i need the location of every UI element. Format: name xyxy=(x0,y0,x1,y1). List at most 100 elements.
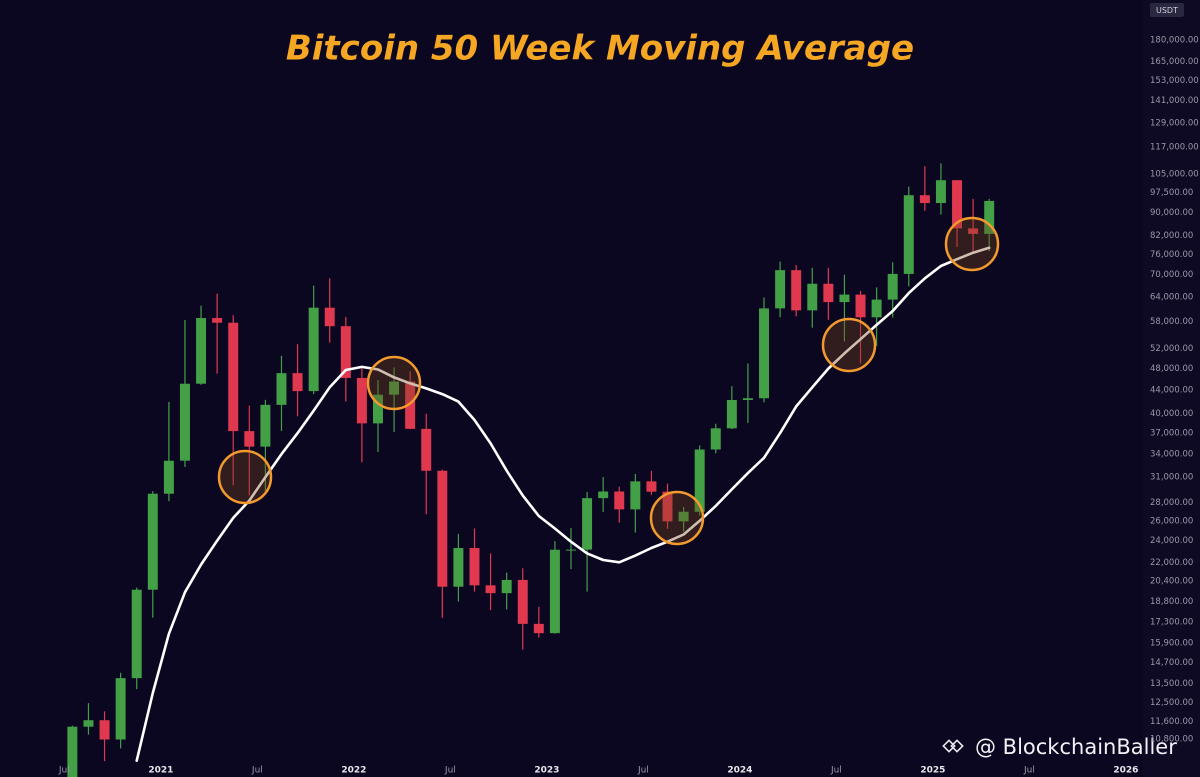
highlight-circle xyxy=(821,317,877,373)
candle-body xyxy=(147,493,158,590)
candle-body xyxy=(919,195,930,204)
price-axis-panel xyxy=(1143,0,1200,777)
y-tick-label: 141,000.00 xyxy=(1150,96,1199,106)
x-tick-label: Jul xyxy=(58,766,70,776)
candle-body xyxy=(83,720,94,727)
y-tick-label: 82,000.00 xyxy=(1150,231,1193,241)
candle-body xyxy=(855,294,866,318)
y-tick-label: 64,000.00 xyxy=(1150,292,1193,302)
candle-body xyxy=(871,299,882,318)
y-tick-label: 70,000.00 xyxy=(1150,270,1193,280)
y-tick-label: 44,000.00 xyxy=(1150,386,1193,396)
candle-body xyxy=(437,470,448,587)
y-tick-label: 13,500.00 xyxy=(1150,679,1193,689)
candle-body xyxy=(887,273,898,300)
y-tick-label: 52,000.00 xyxy=(1150,344,1193,354)
candle-body xyxy=(775,270,786,309)
x-tick-label: Jul xyxy=(830,766,842,776)
candle-body xyxy=(549,549,560,634)
candle-body xyxy=(678,511,689,522)
candle-body xyxy=(710,428,721,450)
x-tick-label: 2021 xyxy=(148,766,173,776)
x-tick-label: Jul xyxy=(637,766,649,776)
candle-body xyxy=(131,589,142,679)
y-tick-label: 15,900.00 xyxy=(1150,638,1193,648)
candle-body xyxy=(823,283,834,303)
highlight-circle xyxy=(649,490,705,546)
candle-body xyxy=(405,381,416,429)
x-tick-label: 2026 xyxy=(1113,766,1138,776)
y-tick-label: 58,000.00 xyxy=(1150,317,1193,327)
chart-title: Bitcoin 50 Week Moving Average xyxy=(286,29,914,69)
y-tick-label: 28,000.00 xyxy=(1150,498,1193,508)
y-tick-label: 10,800.00 xyxy=(1150,735,1193,745)
y-tick-label: 97,500.00 xyxy=(1150,188,1193,198)
y-tick-label: 153,000.00 xyxy=(1150,76,1199,86)
candle-body xyxy=(292,373,303,392)
y-tick-label: 37,000.00 xyxy=(1150,429,1193,439)
watermark: @ BlockchainBaller xyxy=(975,735,1177,759)
y-tick-label: 48,000.00 xyxy=(1150,364,1193,374)
candle-body xyxy=(646,481,657,492)
candle-body xyxy=(807,283,818,311)
candle-body xyxy=(533,623,544,634)
candle-body xyxy=(903,195,914,274)
candle-body xyxy=(742,398,753,400)
y-tick-label: 165,000.00 xyxy=(1150,57,1199,67)
candle-body xyxy=(324,307,335,327)
candle-body xyxy=(212,318,223,323)
moving-average-line xyxy=(135,246,991,762)
y-tick-label: 117,000.00 xyxy=(1150,143,1199,153)
x-tick-label: 2024 xyxy=(727,766,752,776)
candle-body xyxy=(308,307,319,392)
candle-body xyxy=(839,294,850,303)
y-tick-label: 40,000.00 xyxy=(1150,409,1193,419)
y-tick-label: 26,000.00 xyxy=(1150,516,1193,526)
y-tick-label: 18,800.00 xyxy=(1150,597,1193,607)
x-tick-label: 2023 xyxy=(534,766,559,776)
x-tick-label: 2025 xyxy=(920,766,945,776)
candle-body xyxy=(598,491,609,499)
x-tick-label: Jul xyxy=(251,766,263,776)
y-tick-label: 22,000.00 xyxy=(1150,558,1193,568)
candle-body xyxy=(582,498,593,550)
y-tick-label: 24,000.00 xyxy=(1150,536,1193,546)
candle-body xyxy=(67,726,78,777)
y-tick-label: 105,000.00 xyxy=(1150,169,1199,179)
candle-body xyxy=(469,548,480,586)
candle-body xyxy=(630,481,641,510)
candle-body xyxy=(791,270,802,311)
plot xyxy=(67,163,995,777)
candle-body xyxy=(968,228,979,234)
y-tick-label: 76,000.00 xyxy=(1150,250,1193,260)
y-tick-label: 20,400.00 xyxy=(1150,577,1193,587)
candle-body xyxy=(340,326,351,378)
y-tick-label: 34,000.00 xyxy=(1150,450,1193,460)
highlight-circles xyxy=(217,216,1000,546)
x-tick-label: 2022 xyxy=(341,766,366,776)
y-tick-label: 90,000.00 xyxy=(1150,208,1193,218)
candle-body xyxy=(566,549,576,551)
y-tick-label: 11,600.00 xyxy=(1150,717,1193,727)
candle-body xyxy=(935,180,946,204)
y-tick-label: 14,700.00 xyxy=(1150,658,1193,668)
y-tick-label: 129,000.00 xyxy=(1150,118,1199,128)
candle-body xyxy=(694,449,705,512)
candle-body xyxy=(179,383,190,461)
candle-body xyxy=(356,377,367,424)
candle-body xyxy=(163,460,174,494)
candle-body xyxy=(759,308,770,399)
currency-badge xyxy=(1150,3,1184,17)
candle-body xyxy=(517,579,528,624)
candle-body xyxy=(276,373,287,405)
currency-label: USDT xyxy=(1156,6,1178,15)
candle-body xyxy=(260,404,271,447)
y-tick-label: 180,000.00 xyxy=(1150,36,1199,46)
candle-body xyxy=(485,585,496,594)
candle-body xyxy=(614,491,625,510)
candle-body xyxy=(662,491,673,522)
candle-body xyxy=(228,322,239,432)
candle-body xyxy=(244,431,255,447)
